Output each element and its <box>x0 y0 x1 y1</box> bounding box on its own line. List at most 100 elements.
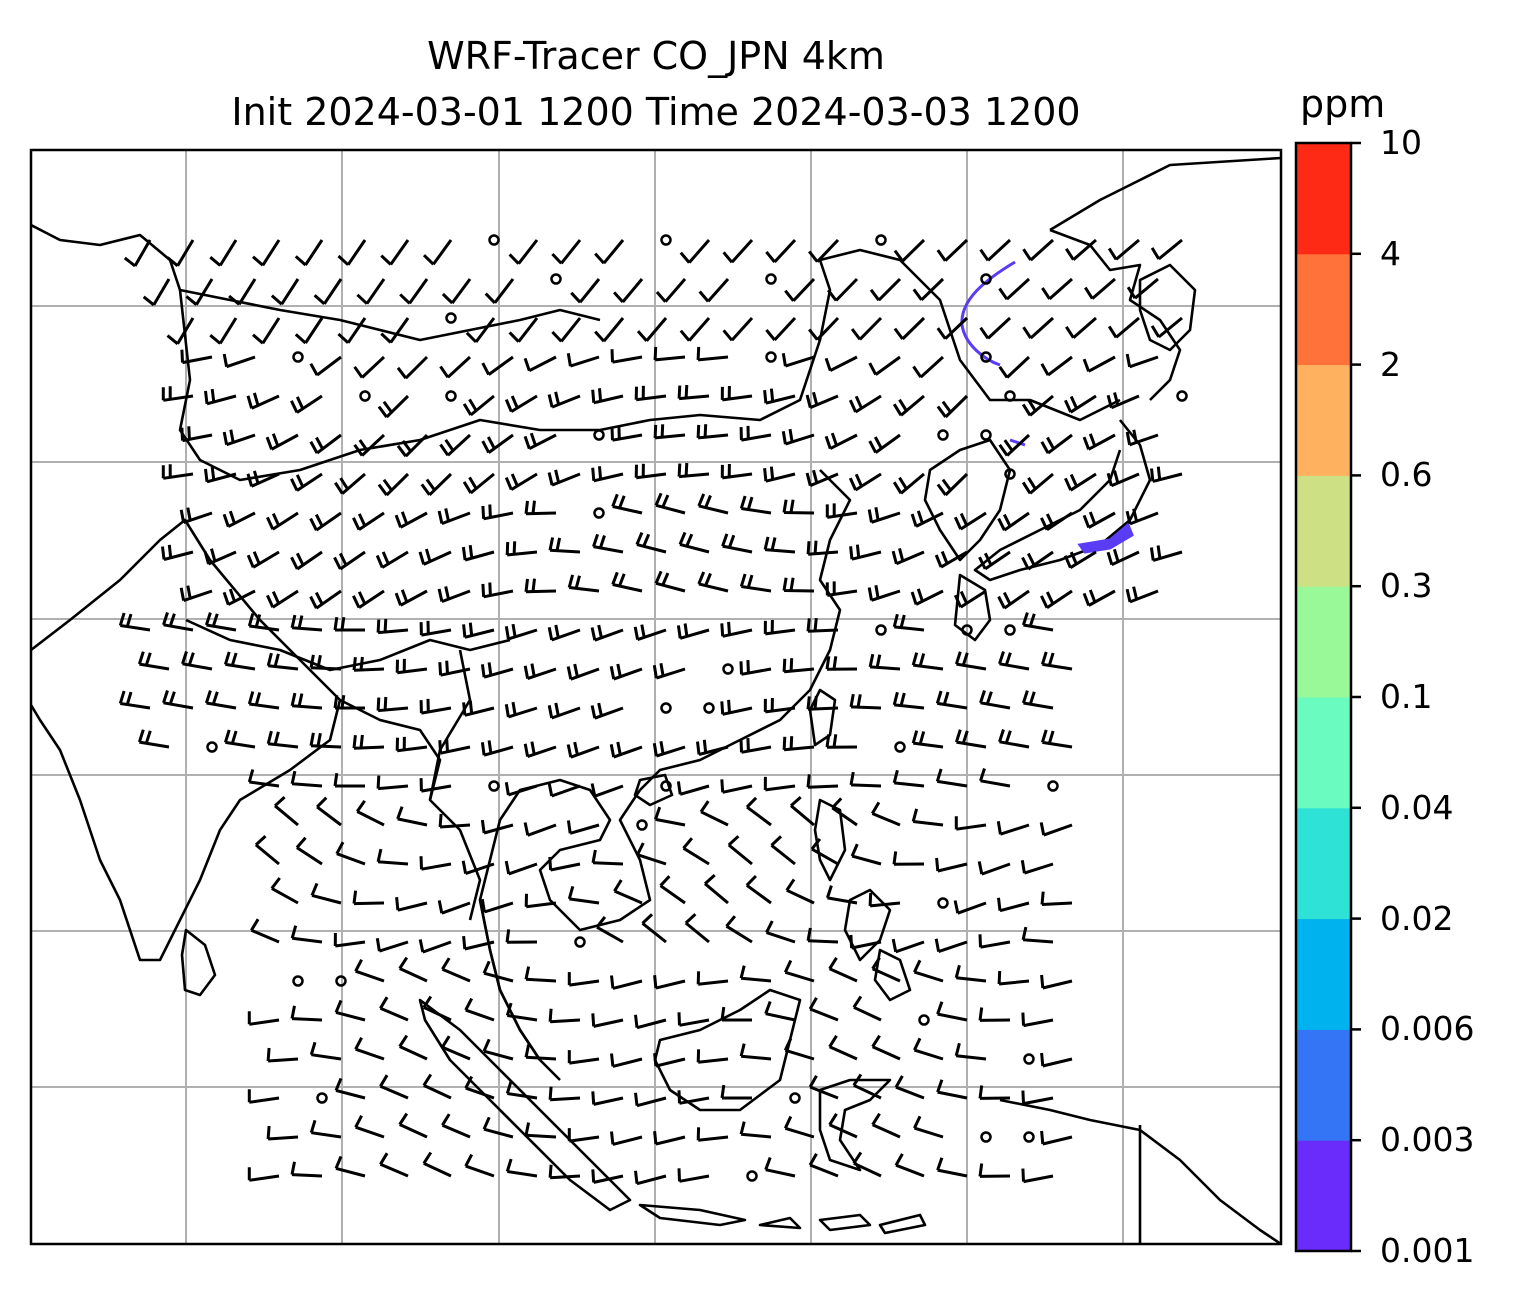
wind-barb <box>591 1091 624 1106</box>
wind-barb <box>462 472 495 495</box>
map-title: WRF-Tracer CO_JPN 4km <box>427 34 885 78</box>
wind-barb <box>936 1157 968 1178</box>
wind-barb <box>181 651 213 671</box>
wind-barb <box>1084 277 1116 300</box>
wind-barb <box>954 729 987 749</box>
wind-barb <box>698 278 730 303</box>
wind-barb <box>1150 466 1183 483</box>
wind-barb <box>352 589 385 609</box>
wind-barb <box>567 1050 600 1065</box>
wind-barb <box>548 1164 581 1180</box>
wind-barb <box>247 691 280 710</box>
wind-barb <box>566 663 600 681</box>
wind-barb <box>504 472 538 491</box>
wind-barb <box>273 795 299 827</box>
wind-barb <box>934 550 968 569</box>
wind-barb <box>1107 316 1140 339</box>
wind-barb <box>805 469 839 487</box>
wind-barb <box>376 618 409 635</box>
wind-barb <box>137 651 170 671</box>
wind-barb <box>745 796 772 827</box>
wind-barb <box>524 1044 557 1061</box>
wind-barb <box>725 915 753 944</box>
wind-barb <box>677 462 710 479</box>
wind-barb <box>936 394 969 419</box>
wind-barb <box>849 771 882 788</box>
calm-wind-marker <box>722 663 734 675</box>
wind-barb <box>591 1013 624 1028</box>
wind-barb <box>246 392 280 410</box>
wind-barb <box>591 849 624 866</box>
wind-barb <box>825 581 858 597</box>
wind-barb <box>379 996 409 1022</box>
wind-barb <box>783 959 815 983</box>
wind-barb <box>548 1008 581 1024</box>
wind-barb <box>763 536 796 554</box>
wind-barb <box>652 662 686 680</box>
wind-barb <box>998 355 1031 379</box>
wind-barb <box>1022 238 1055 262</box>
wind-barb <box>739 1121 772 1139</box>
wind-barb <box>679 317 711 342</box>
wind-barb <box>782 736 815 752</box>
wind-barb <box>316 796 342 827</box>
wind-barb <box>441 957 471 983</box>
wind-barb <box>437 900 471 915</box>
wind-barb <box>180 349 213 365</box>
wind-barb <box>462 935 495 951</box>
wind-barb <box>678 531 710 554</box>
wind-barb <box>936 1079 968 1100</box>
wind-barb <box>290 925 323 944</box>
calm-wind-marker <box>445 312 457 324</box>
colorbar-segment <box>1296 807 1351 920</box>
wind-barb <box>334 999 366 1022</box>
wind-barb <box>696 1127 729 1142</box>
map-frame <box>29 148 1283 1246</box>
wind-barb <box>422 995 452 1022</box>
wind-barb <box>250 918 280 944</box>
wind-barb <box>633 624 667 642</box>
wind-barb <box>763 776 796 792</box>
colorbar-segment <box>1296 697 1351 809</box>
wind-barb <box>505 1002 538 1022</box>
wind-barb <box>739 1043 772 1061</box>
wind-barb <box>504 394 538 413</box>
calm-wind-marker <box>1004 468 1016 480</box>
wind-barb <box>720 621 753 638</box>
wind-barb <box>936 316 969 340</box>
wind-barb <box>697 571 729 593</box>
calm-wind-marker <box>746 1170 758 1182</box>
wind-barb <box>462 700 495 717</box>
wind-barb <box>166 317 195 345</box>
wind-barb <box>266 1047 299 1063</box>
wind-barb <box>1150 238 1183 261</box>
wind-barb <box>894 1153 925 1178</box>
wind-barb <box>398 956 428 983</box>
wind-barb <box>635 532 667 554</box>
wind-barb <box>1020 860 1054 875</box>
wind-barb <box>892 691 925 710</box>
wind-barb <box>352 511 385 531</box>
wind-barb <box>266 589 299 609</box>
wind-barb <box>677 384 710 401</box>
wind-barb <box>547 783 581 798</box>
wind-barb <box>852 1151 882 1178</box>
wind-barb <box>1082 589 1116 607</box>
wind-barb <box>682 837 710 866</box>
wind-barb <box>247 1167 280 1182</box>
wind-barb <box>524 893 557 909</box>
wind-barb <box>676 623 710 640</box>
calm-wind-marker <box>1004 390 1016 402</box>
wind-barb <box>997 897 1030 913</box>
wind-barb <box>270 877 299 905</box>
wind-barb <box>953 589 987 609</box>
wind-barb <box>439 433 472 457</box>
wind-barb <box>547 469 581 487</box>
wind-barb <box>266 511 299 531</box>
calm-wind-marker <box>292 351 304 363</box>
wind-barb <box>893 238 926 263</box>
wind-barb <box>808 996 839 1022</box>
calm-wind-marker <box>636 819 648 831</box>
wind-barb <box>936 238 969 262</box>
